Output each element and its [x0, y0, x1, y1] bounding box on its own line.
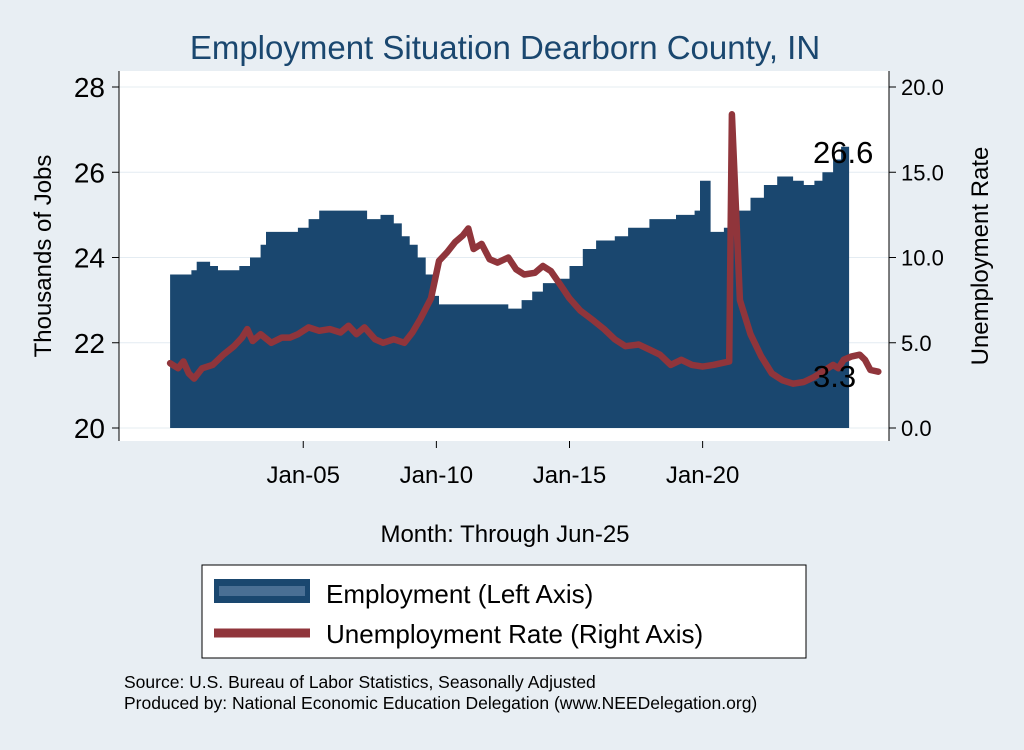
- x-tick-label: Jan-10: [400, 462, 473, 489]
- axes: 20 22 24 26 28 0.0 5.0 10.0 15.0 20.0 Jan-05 Jan-10…: [74, 72, 944, 489]
- y-right-tick-label: 0.0: [901, 416, 932, 441]
- x-tick-label: Jan-20: [666, 462, 739, 489]
- series-unemployment-line: [166, 111, 882, 387]
- unemployment-end-label: 3.3: [813, 359, 856, 394]
- y-left-tick-label: 28: [74, 72, 105, 103]
- source-line-1: Source: U.S. Bureau of Labor Statistics,…: [124, 672, 596, 692]
- y-right-tick-label: 20.0: [901, 75, 944, 100]
- x-tick-label: Jan-15: [533, 462, 606, 489]
- y-right-tick-label: 5.0: [901, 331, 932, 356]
- x-axis-title: Month: Through Jun-25: [380, 521, 629, 548]
- legend-label-employment: Employment (Left Axis): [326, 579, 593, 609]
- y-left-tick-label: 24: [74, 243, 105, 274]
- legend-label-unemployment: Unemployment Rate (Right Axis): [326, 619, 703, 649]
- y-axis-right-title: Unemployment Rate: [967, 147, 994, 366]
- legend: Employment (Left Axis) Unemployment Rate…: [201, 564, 807, 659]
- y-axis-left-title: Thousands of Jobs: [30, 155, 57, 358]
- employment-end-label: 26.6: [813, 135, 873, 170]
- y-right-tick-label: 15.0: [901, 160, 944, 185]
- y-left-tick-label: 22: [74, 328, 105, 359]
- chart-title: Employment Situation Dearborn County, IN: [190, 29, 820, 66]
- y-left-tick-label: 20: [74, 413, 105, 444]
- x-tick-label: Jan-05: [267, 462, 340, 489]
- y-right-tick-label: 10.0: [901, 246, 944, 271]
- source-line-2: Produced by: National Economic Education…: [124, 693, 758, 713]
- y-left-tick-label: 26: [74, 157, 105, 188]
- series-layer: [166, 111, 882, 428]
- legend-swatch-employment-inner: [219, 586, 305, 596]
